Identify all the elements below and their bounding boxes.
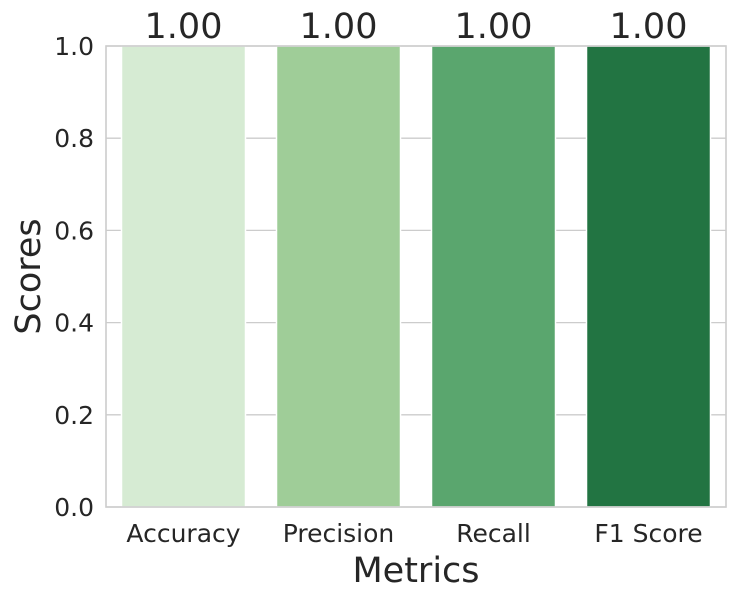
y-tick-label: 0.0	[54, 493, 94, 522]
x-tick-label: F1 Score	[594, 519, 702, 548]
x-tick-label: Precision	[283, 519, 395, 548]
data-label: 1.00	[455, 7, 533, 47]
bar	[585, 45, 712, 508]
bar	[120, 45, 247, 508]
bars-layer	[120, 45, 712, 508]
y-tick-label: 0.4	[54, 309, 94, 338]
x-tick-label: Recall	[456, 519, 531, 548]
x-axis-ticks: Accuracy Precision Recall F1 Score	[126, 519, 702, 548]
plot-frame	[105, 45, 727, 508]
data-label: 1.00	[610, 7, 688, 47]
y-axis-ticks: 0.0 0.2 0.4 0.6 0.8 1.0	[54, 32, 94, 522]
x-axis-title: Metrics	[352, 551, 479, 591]
y-tick-label: 0.6	[54, 216, 94, 245]
y-tick-label: 0.2	[54, 401, 94, 430]
data-labels: 1.00 1.00 1.00 1.00	[145, 7, 688, 47]
y-axis-title: Scores	[9, 218, 49, 334]
x-tick-label: Accuracy	[126, 519, 240, 548]
y-tick-label: 0.8	[54, 124, 94, 153]
y-tick-label: 1.0	[54, 32, 94, 61]
data-label: 1.00	[300, 7, 378, 47]
data-label: 1.00	[145, 7, 223, 47]
bar	[275, 45, 402, 508]
bar	[430, 45, 557, 508]
